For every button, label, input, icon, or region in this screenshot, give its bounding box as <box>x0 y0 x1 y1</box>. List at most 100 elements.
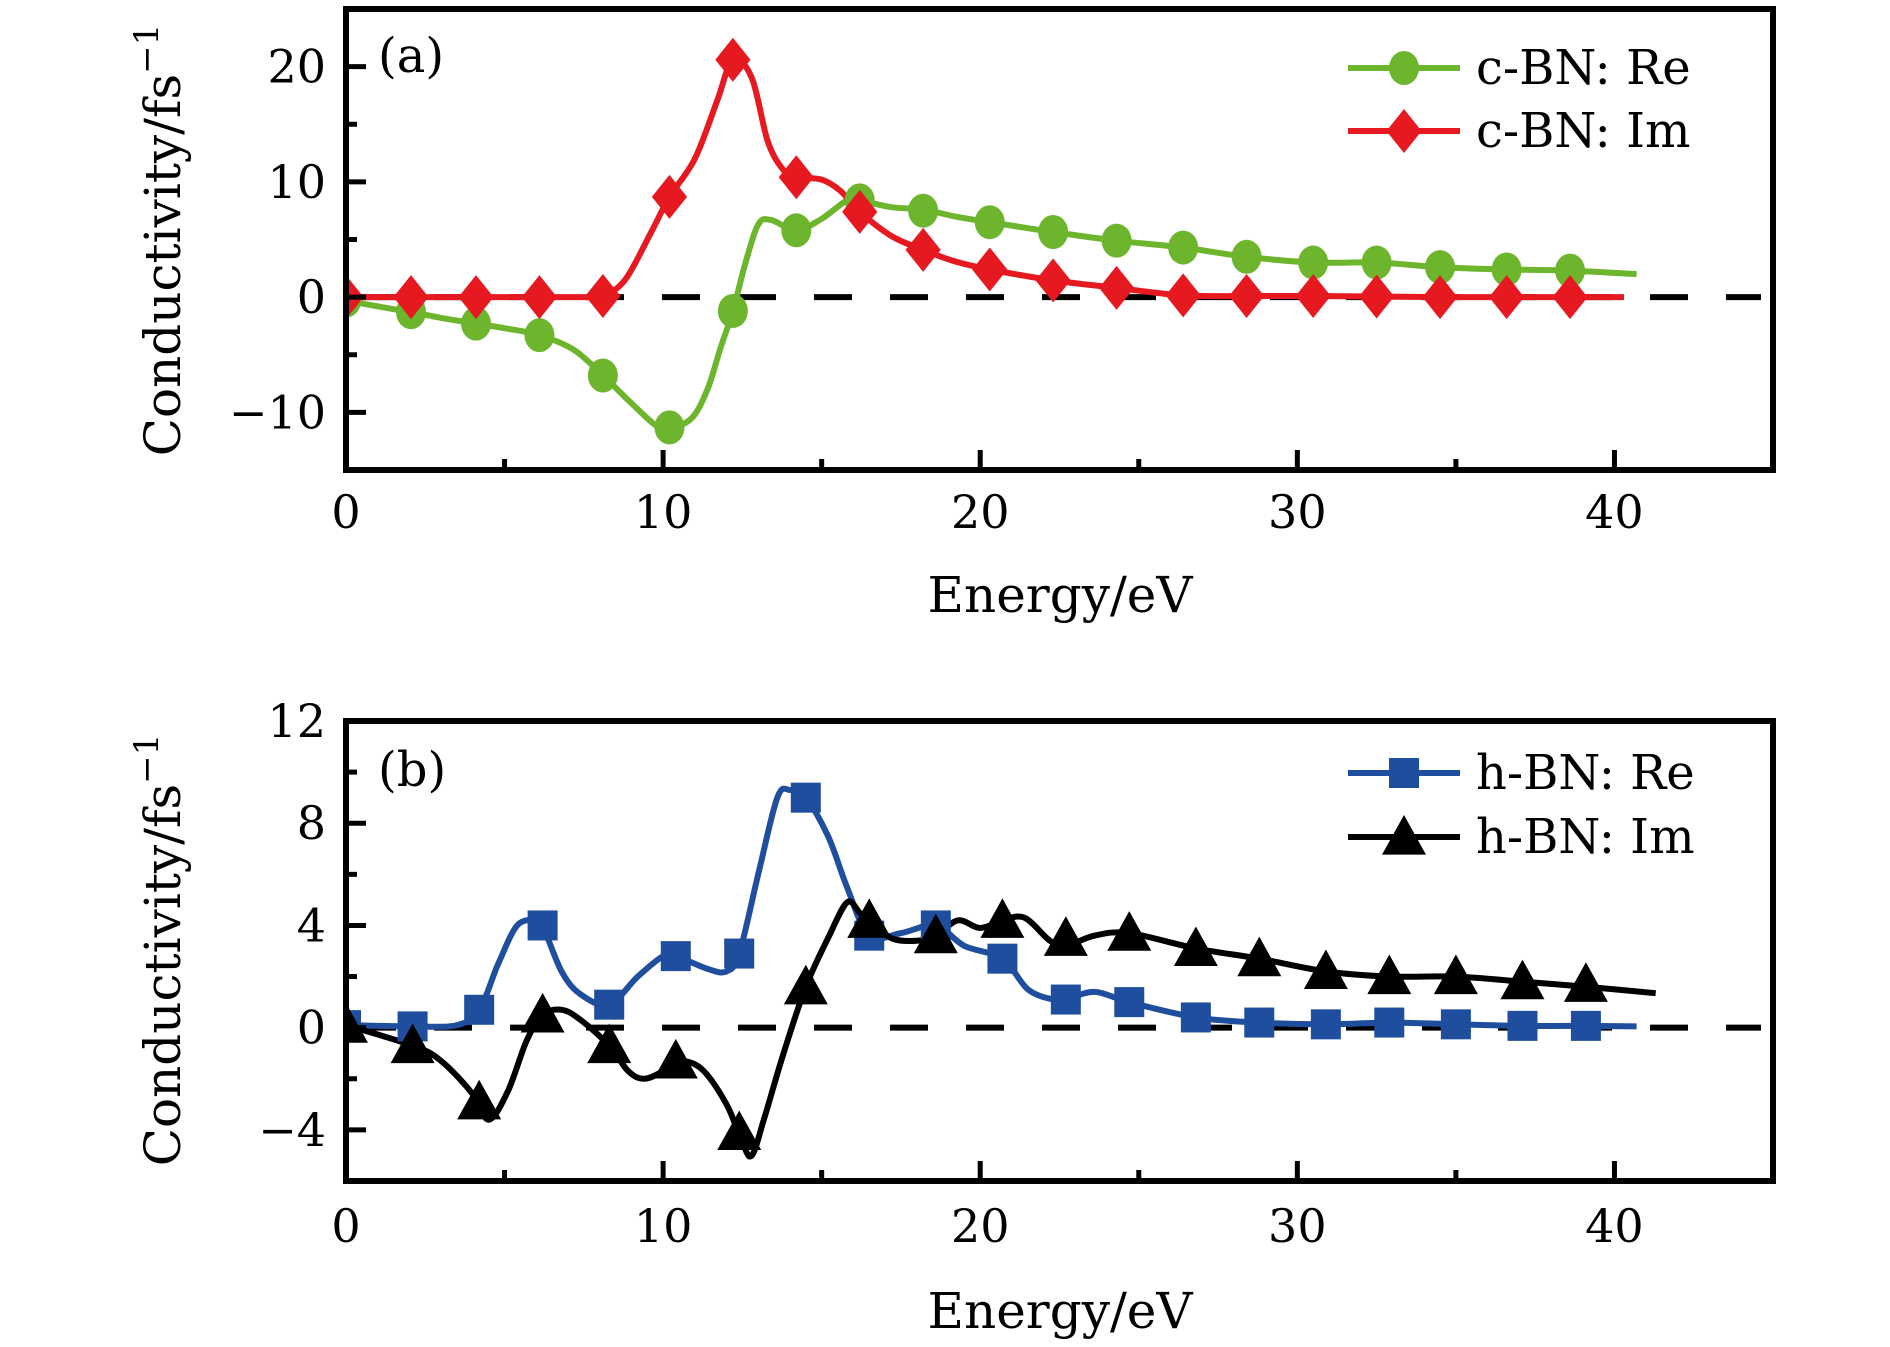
legend-marker-c-bn-im <box>1386 109 1422 153</box>
data-point-h-bn-im <box>1367 954 1412 995</box>
data-point-h-bn-re <box>724 938 755 969</box>
legend-symbol-c-bn-re <box>1389 51 1419 85</box>
x-tick-label: 0 <box>331 1199 360 1253</box>
legend-label-c-bn-re: c-BN: Re <box>1476 40 1691 96</box>
data-point-h-bn-im <box>653 1038 698 1079</box>
data-point-c-bn-im <box>521 275 558 320</box>
data-point-h-bn-im <box>783 964 828 1005</box>
panel-a-series-layer <box>346 37 1761 445</box>
x-tick-label: 10 <box>634 1199 693 1253</box>
data-point-h-bn-im <box>457 1079 502 1120</box>
data-point-h-bn-im <box>1303 949 1348 990</box>
panel-a: (a) c-BN: Re c-BN: Im 0 10 20 30 40−1001020 … <box>127 6 1776 624</box>
panel-a-legend: c-BN: Re c-BN: Im <box>1348 40 1691 159</box>
data-point-c-bn-im <box>1295 273 1331 318</box>
data-point-c-bn-im <box>393 275 429 320</box>
data-point-c-bn-im <box>458 275 494 320</box>
data-point-c-bn-im <box>1098 265 1135 310</box>
data-point-c-bn-im <box>972 247 1008 292</box>
data-point-h-bn-im <box>1237 936 1282 977</box>
data-point-h-bn-im <box>717 1110 762 1151</box>
data-point-c-bn-im <box>1552 275 1588 320</box>
y-tick-label: 8 <box>297 796 326 850</box>
panel-b-frame <box>343 718 1776 1184</box>
panel-b-y-axis-label: Conductivity/fs−1 <box>127 734 192 1167</box>
data-point-h-bn-im <box>587 1023 632 1064</box>
legend-symbol-c-bn-im <box>1386 109 1422 153</box>
legend-label-h-bn-re: h-BN: Re <box>1476 745 1695 801</box>
data-point-h-bn-im <box>1563 962 1608 1002</box>
data-point-h-bn-im <box>980 898 1025 938</box>
data-point-c-bn-re <box>1361 245 1392 280</box>
data-point-h-bn-re <box>1114 987 1145 1018</box>
data-point-h-bn-re <box>464 994 495 1025</box>
data-point-h-bn-re <box>1244 1007 1275 1038</box>
data-point-c-bn-re <box>717 293 748 328</box>
data-point-c-bn-re <box>1555 253 1586 288</box>
data-point-c-bn-im <box>905 227 941 272</box>
data-point-c-bn-im <box>1035 258 1071 303</box>
y-tick-label: −10 <box>229 385 326 439</box>
legend-label-c-bn-im: c-BN: Im <box>1476 103 1691 159</box>
data-point-h-bn-im <box>1500 959 1545 1000</box>
x-tick-label: 20 <box>951 485 1010 539</box>
x-tick-label: 40 <box>1585 1199 1644 1253</box>
legend-symbol-h-bn-im <box>1382 815 1426 855</box>
x-tick-label: 30 <box>1268 1199 1327 1253</box>
data-point-c-bn-re <box>781 213 812 248</box>
data-point-h-bn-re <box>1310 1009 1341 1040</box>
x-tick-label: 0 <box>331 485 360 539</box>
legend-marker-c-bn-re <box>1389 51 1419 85</box>
data-point-h-bn-im <box>390 1023 435 1064</box>
panel-a-y-axis-label: Conductivity/fs−1 <box>127 24 192 457</box>
legend-marker-h-bn-im <box>1382 815 1426 855</box>
panel-a-x-axis-label: Energy/eV <box>928 566 1194 624</box>
data-point-c-bn-re <box>1101 223 1132 258</box>
panel-a-plot-area <box>346 37 1761 445</box>
data-point-c-bn-im <box>1165 273 1201 318</box>
x-tick-label: 30 <box>1268 485 1327 539</box>
data-point-c-bn-im <box>585 273 621 318</box>
panel-b-series-layer <box>346 782 1761 1160</box>
y-tick-label: 10 <box>267 155 326 209</box>
data-point-h-bn-re <box>1050 984 1081 1015</box>
y-tick-label: 0 <box>297 270 326 324</box>
data-point-c-bn-im <box>778 155 814 200</box>
data-point-c-bn-re <box>1298 245 1329 280</box>
data-point-h-bn-im <box>520 992 565 1033</box>
data-point-h-bn-re <box>1440 1009 1471 1040</box>
panel-b-y-axis-label-main: Conductivity/fs <box>134 784 192 1166</box>
data-point-h-bn-im <box>913 913 958 954</box>
data-point-c-bn-im <box>1228 273 1265 318</box>
data-point-h-bn-re <box>1374 1007 1405 1038</box>
panel-a-y-axis-label-group: Conductivity/fs−1 <box>127 24 192 457</box>
panel-b-y-axis-label-group: Conductivity/fs−1 <box>127 734 192 1167</box>
data-point-h-bn-re <box>1570 1010 1601 1041</box>
data-point-c-bn-re <box>1491 252 1522 287</box>
panel-b-legend: h-BN: Re h-BN: Im <box>1348 745 1695 865</box>
panel-b-label: (b) <box>378 742 446 798</box>
data-point-c-bn-re <box>974 205 1005 240</box>
y-tick-label: 12 <box>267 694 326 748</box>
data-point-h-bn-im <box>346 1003 368 1043</box>
data-point-h-bn-re <box>660 941 691 972</box>
panel-b-y-axis-label-sup: −1 <box>127 734 167 784</box>
data-point-h-bn-im <box>847 898 892 938</box>
data-point-c-bn-im <box>1359 274 1395 319</box>
data-point-c-bn-re <box>1231 239 1262 274</box>
series-markers-h-bn-re <box>346 782 1601 1042</box>
data-point-c-bn-re <box>587 358 618 393</box>
data-point-h-bn-re <box>527 910 558 941</box>
data-point-c-bn-re <box>461 306 492 341</box>
data-point-c-bn-re <box>1168 230 1199 265</box>
data-point-c-bn-im <box>1489 275 1525 320</box>
y-tick-label: 20 <box>267 40 326 94</box>
x-tick-label: 40 <box>1585 485 1644 539</box>
data-point-h-bn-re <box>1180 1002 1211 1033</box>
panel-b-x-axis-label: Energy/eV <box>928 1282 1194 1340</box>
data-point-h-bn-re <box>987 943 1018 974</box>
y-tick-label: 0 <box>297 1001 326 1055</box>
